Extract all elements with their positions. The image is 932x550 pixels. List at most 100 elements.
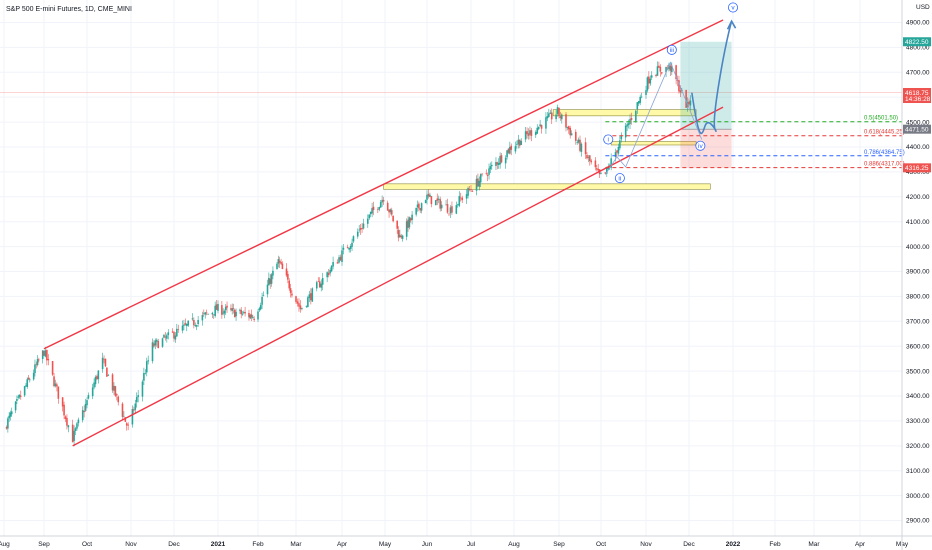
candle-body xyxy=(604,172,607,174)
candle-body xyxy=(597,168,599,171)
candle-body xyxy=(9,412,12,417)
candle-body xyxy=(536,127,539,134)
fib-levels[interactable]: 0.5(4501.50) 0.618(4445.25) 0.786(4364.75)… xyxy=(605,116,905,169)
candle-body xyxy=(83,410,85,413)
candle-body xyxy=(86,400,88,406)
y-tick-label: 4200.00 xyxy=(906,194,930,201)
x-tick-label: Dec xyxy=(168,541,180,548)
candle-body xyxy=(448,213,450,215)
candle-body xyxy=(341,250,343,262)
candle-body xyxy=(639,96,641,103)
candle-body xyxy=(594,160,597,168)
candle-body xyxy=(91,387,94,397)
candle-body xyxy=(510,145,513,150)
wave-text: ii xyxy=(618,175,621,182)
candle-body xyxy=(258,308,261,311)
candle-body xyxy=(217,303,219,311)
candle-body xyxy=(351,242,353,247)
candle-body xyxy=(184,323,187,325)
candle-body xyxy=(497,162,500,165)
candle-body xyxy=(121,403,124,417)
candle-body xyxy=(106,367,108,377)
candle-body xyxy=(87,395,90,399)
candle-body xyxy=(606,167,608,174)
x-tick-label: Mar xyxy=(290,541,302,548)
y-tick-label: 3300.00 xyxy=(906,418,930,425)
fib-label: 0.618(4445.25) xyxy=(864,130,905,136)
candle-body xyxy=(675,65,677,80)
candle-body xyxy=(317,281,320,283)
price-tag-value: 4316.25 xyxy=(905,165,929,172)
candle-body xyxy=(34,364,36,374)
candle-body xyxy=(113,385,115,391)
candle-body xyxy=(617,146,620,154)
price-tag: 4316.25 xyxy=(903,163,931,173)
candle-body xyxy=(465,194,468,199)
candle-body xyxy=(549,112,552,114)
y-tick-label: 4300.00 xyxy=(906,169,930,176)
candle-body xyxy=(461,197,463,201)
candle-body xyxy=(569,127,571,136)
candle-body xyxy=(123,416,125,418)
candle-body xyxy=(10,411,13,415)
candle-body xyxy=(389,209,392,213)
x-tick-label: Dec xyxy=(683,541,695,548)
candle-body xyxy=(429,194,431,197)
candle-body xyxy=(637,101,640,104)
wave-label-iii: iii xyxy=(666,44,677,55)
candle-body xyxy=(301,307,303,309)
channel[interactable] xyxy=(43,19,724,447)
candle-body xyxy=(43,350,45,356)
candle-body xyxy=(47,358,50,361)
candle-body xyxy=(477,178,479,187)
candle-body xyxy=(382,200,385,202)
candle-body xyxy=(548,113,550,117)
wave-circle xyxy=(614,173,625,184)
y-tick-label: 3800.00 xyxy=(906,294,930,301)
candle-body xyxy=(296,301,299,304)
x-tick-label: Mar xyxy=(808,541,820,548)
candle-body xyxy=(114,386,117,396)
candle-body xyxy=(378,206,381,210)
candle-body xyxy=(688,101,690,105)
price-tag-bg xyxy=(903,163,931,173)
candle-body xyxy=(266,284,269,295)
candle-body xyxy=(426,194,428,200)
candle-body xyxy=(51,361,54,375)
candle-body xyxy=(437,198,440,200)
candle-body xyxy=(35,364,38,365)
candle-body xyxy=(408,217,411,228)
candle-body xyxy=(250,314,253,318)
candle-body xyxy=(226,305,228,308)
projection-path[interactable] xyxy=(605,19,737,175)
wave-label-v: v xyxy=(728,2,739,13)
candle-body xyxy=(177,329,180,330)
x-tick-label: Jul xyxy=(467,541,476,548)
candle-body xyxy=(388,209,390,213)
candle-body xyxy=(76,423,78,429)
candle-body xyxy=(486,175,489,176)
price-tag-bg xyxy=(903,87,931,103)
chart-title: S&P 500 E-mini Futures, 1D, CME_MINI xyxy=(6,6,132,13)
candle-body xyxy=(107,375,110,376)
candle-body xyxy=(517,139,520,145)
candle-body xyxy=(359,228,362,230)
candle-body xyxy=(240,310,243,315)
gridlines xyxy=(0,0,903,536)
candle-body xyxy=(164,336,167,338)
y-tick-label: 2900.00 xyxy=(906,518,930,525)
candle-body xyxy=(154,340,157,346)
candle-body xyxy=(649,78,652,84)
price-tag-value: 4618.75 xyxy=(905,90,929,97)
candle-body xyxy=(67,425,70,428)
candle-body xyxy=(187,320,189,326)
candle-body xyxy=(630,118,633,120)
candle-body xyxy=(277,259,280,264)
candle-body xyxy=(640,96,643,98)
candle-body xyxy=(321,277,324,285)
candle-body xyxy=(17,396,19,398)
candle-body xyxy=(269,278,272,284)
